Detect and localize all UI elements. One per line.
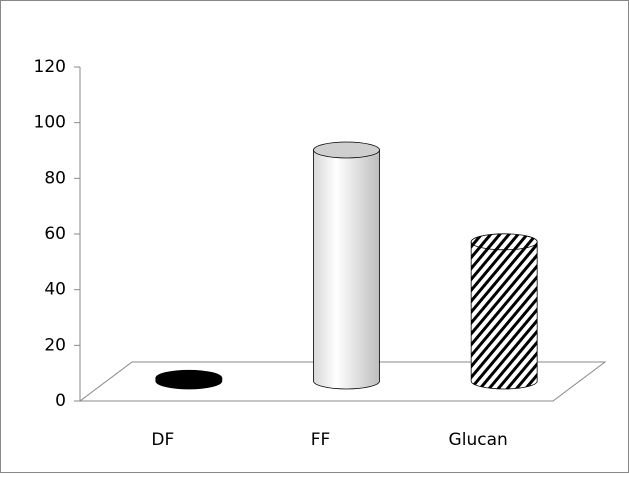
x-tick-label: Glucan — [449, 430, 508, 450]
y-tick-label: 0 — [55, 391, 66, 411]
x-tick-label: FF — [311, 430, 331, 450]
y-tick-label: 80 — [44, 168, 66, 188]
cylinder-top — [155, 369, 223, 387]
y-tick-label: 60 — [44, 224, 66, 244]
cylinder — [155, 369, 223, 390]
cylinder-top — [313, 141, 380, 159]
y-tick-label: 120 — [34, 57, 66, 77]
y-tick-label: 40 — [44, 280, 66, 300]
cylinder-top — [470, 233, 538, 251]
cylinder-body — [313, 149, 380, 390]
x-tick-label: DF — [151, 430, 174, 450]
cylinder-body — [470, 241, 538, 390]
y-tick-label: 20 — [44, 335, 66, 355]
y-tick-label: 100 — [34, 113, 66, 133]
cylinder — [313, 141, 380, 390]
cylinder — [470, 233, 538, 390]
